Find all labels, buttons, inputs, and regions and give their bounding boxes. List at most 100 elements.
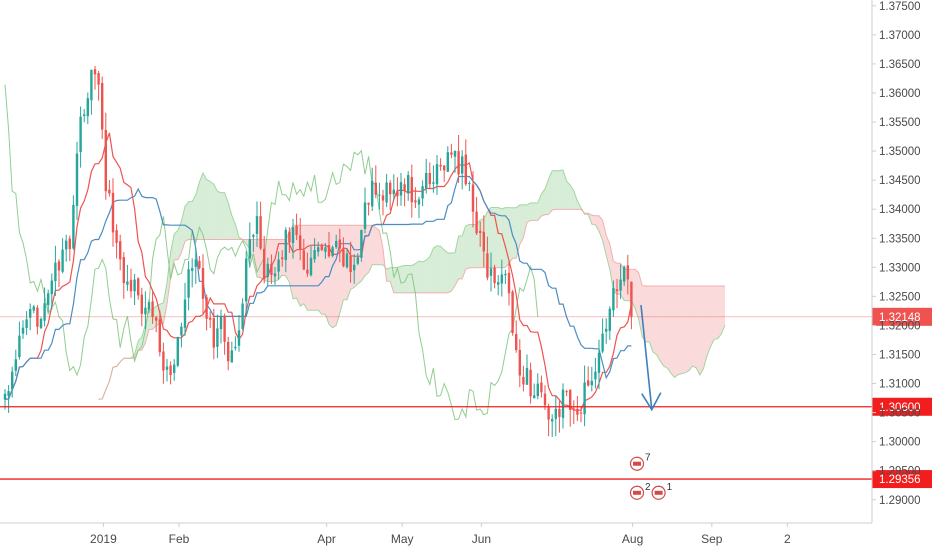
cloud-segment <box>444 250 448 293</box>
candle-body <box>371 181 373 207</box>
cloud-segment <box>675 286 679 377</box>
candle-body <box>94 69 96 74</box>
candle-body <box>292 227 294 243</box>
candle-body <box>555 409 557 419</box>
cloud-segment <box>682 286 686 374</box>
price-tick-label: 1.30000 <box>879 437 921 449</box>
candle-body <box>180 327 182 336</box>
candle-body <box>133 280 135 292</box>
candle-body <box>537 384 539 396</box>
candle-body <box>191 268 193 271</box>
candle-body <box>407 175 409 193</box>
candle-body <box>601 334 603 352</box>
cloud-segment <box>711 286 715 347</box>
candle[interactable] <box>331 245 333 257</box>
candle-body <box>493 268 495 283</box>
candle-body <box>47 293 49 305</box>
cloud-segment <box>592 215 596 225</box>
cloud-segment <box>678 286 682 375</box>
cloud-segment <box>210 181 214 239</box>
candle-body <box>310 258 312 275</box>
candle-body <box>331 247 333 256</box>
candle-body <box>313 250 315 259</box>
time-tick-label: May <box>391 532 414 546</box>
cloud-segment <box>559 170 563 210</box>
candle-body <box>245 258 247 301</box>
candle-body <box>97 73 99 85</box>
candle-body <box>321 246 323 250</box>
event-marker-flag <box>633 462 641 466</box>
cloud-segment <box>664 286 668 368</box>
cloud-segment <box>459 236 463 279</box>
cloud-segment <box>174 230 178 259</box>
candle-body <box>105 130 107 191</box>
candle-body <box>526 368 528 385</box>
price-tick-label: 1.32000 <box>879 320 921 332</box>
candle-body <box>281 258 283 260</box>
cloud-segment <box>387 268 391 281</box>
candle-body <box>223 316 225 342</box>
price-tick-label: 1.29500 <box>879 466 921 478</box>
candle-body <box>159 319 161 352</box>
candle-body <box>418 199 420 204</box>
candle-body <box>605 329 607 332</box>
candle-body <box>58 261 60 270</box>
candle-body <box>87 98 89 116</box>
candle-body <box>576 409 578 415</box>
candle[interactable] <box>40 317 42 329</box>
event-marker-flag <box>655 491 663 495</box>
cloud-segment <box>217 191 221 239</box>
time-tick-label: Sep <box>701 532 723 546</box>
candle[interactable] <box>511 290 513 336</box>
candle-body <box>573 409 575 410</box>
cloud-segment <box>513 208 517 258</box>
candle-body <box>76 154 78 206</box>
event-marker-count: 7 <box>645 453 651 464</box>
time-tick-label: Feb <box>169 532 190 546</box>
candle-body <box>490 268 492 275</box>
candle-body <box>346 254 348 268</box>
candle-body <box>375 183 377 195</box>
candle-body <box>162 352 164 371</box>
price-tick-label: 1.33000 <box>879 262 921 274</box>
candle-body <box>616 289 618 291</box>
candle-body <box>454 151 456 157</box>
candle-body <box>155 317 157 320</box>
cloud-segment <box>491 207 495 267</box>
candle-body <box>213 318 215 347</box>
cloud-segment <box>469 225 473 268</box>
candle-body <box>112 193 114 232</box>
candle-body <box>511 292 513 333</box>
candle-body <box>475 212 477 234</box>
cloud-segment <box>401 266 405 293</box>
price-tick-label: 1.36500 <box>879 59 921 71</box>
candle-body <box>15 359 17 370</box>
candle-body <box>385 183 387 203</box>
price-tick-label: 1.29000 <box>879 495 921 507</box>
candle-body <box>209 318 211 320</box>
time-tick-label: Jun <box>472 532 491 546</box>
cloud-segment <box>527 203 531 222</box>
candle-body <box>497 282 499 285</box>
candle-body <box>479 231 481 233</box>
candle[interactable] <box>177 337 179 367</box>
cloud-segment <box>426 257 430 293</box>
candle-body <box>619 280 621 291</box>
candle-body <box>598 353 600 373</box>
candle-body <box>33 307 35 311</box>
cloud-segment <box>185 202 189 242</box>
candle-body <box>540 383 542 393</box>
candle-body <box>101 83 103 129</box>
candle-body <box>90 70 92 101</box>
candle-body <box>623 267 625 282</box>
candle-body <box>393 190 395 195</box>
candle-body <box>396 191 398 196</box>
cloud-segment <box>394 268 398 293</box>
price-tick-label: 1.35500 <box>879 117 921 129</box>
candle[interactable] <box>360 230 362 262</box>
cloud-segment <box>567 181 571 209</box>
candle-body <box>450 152 452 154</box>
candle-body <box>403 184 405 191</box>
